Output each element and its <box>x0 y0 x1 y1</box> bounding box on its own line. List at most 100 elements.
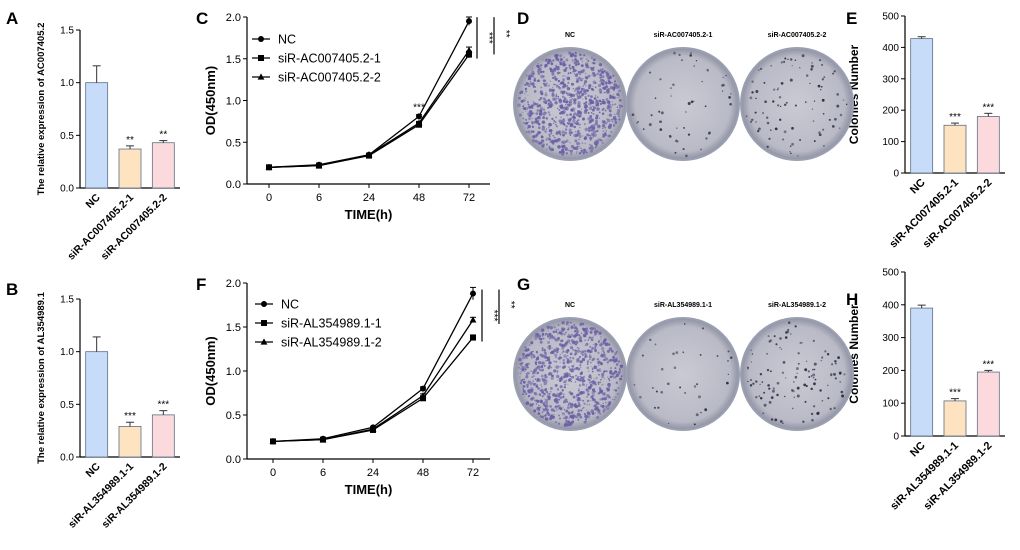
x-tick-label: NC <box>908 440 928 460</box>
significance-label: ** <box>126 135 134 146</box>
significance-label: *** <box>488 310 499 322</box>
y-tick-label: 200 <box>882 366 899 377</box>
y-tick-label: 100 <box>882 399 899 410</box>
x-tick-label: 48 <box>417 467 429 479</box>
data-point <box>365 151 373 158</box>
x-tick-label: 24 <box>363 192 375 204</box>
bar <box>118 148 142 189</box>
bar <box>118 426 142 458</box>
panel-letter-e: E <box>846 9 857 28</box>
data-point <box>466 18 472 25</box>
data-point <box>369 425 377 432</box>
series-line <box>268 50 470 168</box>
y-tick-label: 1.5 <box>226 322 241 334</box>
significance-label: *** <box>413 102 425 113</box>
y-tick-label: 0.5 <box>226 410 241 422</box>
y-tick-label: 0.5 <box>60 131 74 142</box>
x-tick-label: NC <box>908 177 928 197</box>
y-tick-label: 0.5 <box>60 400 74 411</box>
significance-label: *** <box>949 112 961 123</box>
panel-letter-d: D <box>517 9 529 28</box>
data-point <box>258 36 264 42</box>
bar <box>943 124 967 174</box>
data-point <box>419 392 427 399</box>
y-tick-label: 400 <box>882 300 899 311</box>
data-point <box>470 334 476 341</box>
y-tick-label: 1.0 <box>60 78 74 89</box>
colony-dots <box>631 51 732 158</box>
y-tick-label: 0.0 <box>60 453 74 464</box>
data-point <box>420 395 426 402</box>
bar-chart-a: 0.0 0.5 1.0 1.5 The relative expression of A… <box>36 23 180 263</box>
x-tick-label: 0 <box>270 467 276 479</box>
data-point <box>416 113 422 120</box>
x-tick-label: 24 <box>367 467 379 479</box>
data-point <box>265 163 273 170</box>
y-tick-label: 1.5 <box>60 295 74 306</box>
panel-letter-g: G <box>517 275 530 294</box>
y-tick-label: 300 <box>882 333 899 344</box>
x-tick-label: 6 <box>320 467 326 479</box>
y-axis-label: OD(450nm) <box>203 66 218 135</box>
bar <box>151 142 175 189</box>
plate-label: NC <box>565 302 575 309</box>
bar <box>976 116 1000 174</box>
x-tick-label: siR-AL354989.1-2 <box>99 461 169 531</box>
x-tick-label: 72 <box>467 467 479 479</box>
y-tick-label: 0.0 <box>226 179 241 191</box>
culture-plate <box>626 317 740 431</box>
y-tick-label: 0 <box>893 432 899 443</box>
data-point <box>466 51 472 58</box>
x-tick-label: 6 <box>316 192 322 204</box>
colony-dots <box>517 51 623 156</box>
panel-letter-b: B <box>6 280 18 299</box>
data-point <box>465 46 473 53</box>
bar <box>976 371 1000 437</box>
colony-dots <box>745 54 848 157</box>
significance-label: *** <box>949 388 961 399</box>
bar <box>943 400 967 437</box>
y-tick-label: 400 <box>882 43 899 54</box>
plate-label: siR-AL354989.1-1 <box>654 302 712 309</box>
culture-plate <box>740 47 854 161</box>
y-tick-label: 200 <box>882 106 899 117</box>
panel-letter-f: F <box>196 275 206 294</box>
significance-label: *** <box>483 32 494 44</box>
x-tick-label: siR-AC007405.2-2 <box>99 192 170 263</box>
legend-label: siR-AC007405.2-2 <box>278 71 381 85</box>
data-point <box>420 385 426 392</box>
bar-chart-b: 0.0 0.5 1.0 1.5 The relative expression of A… <box>36 291 180 531</box>
y-tick-label: 1.5 <box>226 54 241 66</box>
significance-label: ** <box>505 301 516 309</box>
colony-dots <box>633 323 733 426</box>
colony-plates-d: NC siR-AC007405.2-1 siR-AC007405.2-2 <box>513 32 854 161</box>
bar <box>910 307 934 437</box>
y-tick-label: 500 <box>882 268 899 279</box>
y-tick-label: 1.0 <box>226 96 241 108</box>
culture-plate <box>626 47 740 161</box>
x-tick-label: 0 <box>266 192 272 204</box>
x-tick-label: 48 <box>413 192 425 204</box>
data-point <box>415 119 423 126</box>
plate-label: NC <box>565 32 575 39</box>
legend-label: siR-AL354989.1-2 <box>281 336 382 350</box>
y-axis-label: OD(450nm) <box>203 336 218 405</box>
panel-letter-c: C <box>196 9 208 28</box>
plate-label: siR-AC007405.2-2 <box>768 32 827 39</box>
bar <box>151 414 175 458</box>
data-point <box>470 290 476 297</box>
legend-label: siR-AC007405.2-1 <box>278 52 381 66</box>
y-tick-label: 0.5 <box>226 137 241 149</box>
data-point <box>261 320 267 326</box>
panel-letter-a: A <box>6 9 18 28</box>
bar <box>910 38 934 174</box>
colony-dots <box>517 321 624 427</box>
colony-dots <box>747 321 846 424</box>
colony-plates-g: NC siR-AL354989.1-1 siR-AL354989.1-2 <box>513 302 854 431</box>
y-tick-label: 1.5 <box>60 26 74 37</box>
y-axis-label: The relative expression of AC007405.2 <box>36 23 47 196</box>
data-point <box>261 301 267 307</box>
